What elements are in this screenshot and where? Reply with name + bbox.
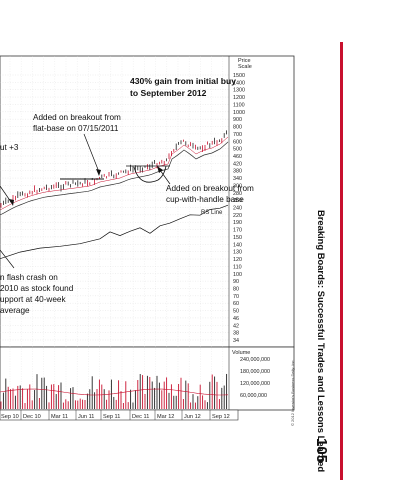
cup-arrow: [159, 169, 171, 185]
price-tick-label: 300: [233, 183, 242, 189]
x-tick-label: Sep 10: [1, 414, 19, 420]
price-tick-label: 800: [233, 125, 242, 131]
price-tick-label: 280: [233, 191, 242, 197]
copyright-notice: © 2012 Investor's Business Daily, Inc.: [290, 359, 295, 426]
moving-average-line-2: [0, 136, 229, 211]
left-arrowhead: [9, 199, 14, 206]
price-tick-label: 1100: [233, 102, 245, 108]
crash-annotation-3: upport at 40-week: [0, 295, 66, 304]
x-tick-label: Dec 11: [132, 414, 149, 420]
flat-base-annotation-2: flat-base on 07/15/2011: [33, 124, 119, 133]
price-tick-label: 50: [233, 309, 239, 315]
price-scale-title-2: Scale: [238, 64, 252, 70]
price-tick-label: 380: [233, 169, 242, 175]
price-tick-label: 900: [233, 117, 242, 123]
price-tick-label: 260: [233, 198, 242, 204]
price-tick-label: 80: [233, 286, 239, 292]
price-tick-label: 700: [233, 132, 242, 138]
price-tick-label: 130: [233, 250, 242, 256]
price-tick-label: 460: [233, 154, 242, 160]
crash-annotation: n flash crash on: [0, 273, 58, 282]
price-tick-label: 500: [233, 147, 242, 153]
left-arrow: [0, 185, 12, 203]
volume-bars: [0, 373, 228, 409]
price-tick-label: 38: [233, 331, 239, 337]
price-tick-label: 42: [233, 323, 239, 329]
volume-title: Volume: [232, 350, 250, 356]
gain-annotation-2: to September 2012: [130, 88, 207, 98]
price-tick-label: 1500: [233, 73, 245, 79]
price-tick-label: 170: [233, 228, 242, 234]
price-tick-label: 110: [233, 264, 242, 270]
price-tick-label: 240: [233, 206, 242, 212]
volume-average-line: [0, 388, 229, 396]
flat-base-arrow: [83, 133, 100, 173]
crash-arrow: [0, 249, 15, 269]
volume-tick-label: 180,000,000: [240, 369, 270, 375]
rs-line: [0, 204, 229, 260]
price-tick-label: 1400: [233, 80, 245, 86]
price-tick-label: 120: [233, 257, 242, 263]
price-tick-label: 220: [233, 213, 242, 219]
grid-lines: [0, 56, 229, 420]
x-tick-label: Mar 11: [51, 414, 68, 420]
price-tick-label: 100: [233, 272, 242, 278]
x-tick-label: Mar 12: [157, 414, 174, 420]
volume-tick-label: 240,000,000: [240, 357, 270, 363]
price-tick-label: 1300: [233, 88, 245, 94]
page-number: 105: [313, 438, 330, 464]
cup-handle-annotation: Added on breakout from: [166, 184, 254, 193]
partial-annotation: ut +3: [0, 143, 19, 152]
price-tick-label: 340: [233, 176, 242, 182]
x-tick-label: Sep 11: [103, 414, 120, 420]
x-tick-label: Sep 12: [212, 414, 230, 420]
price-tick-label: 60: [233, 301, 239, 307]
running-head: Breaking Boards: Successful Trades and L…: [316, 210, 327, 473]
flat-base-arrowhead: [96, 169, 101, 176]
x-axis-labels: Sep 10 Dec 10 Mar 11 Jun 11 Sep 11 Dec 11 Mar …: [1, 414, 230, 420]
price-axis-ticks: 1500140013001200110010009008007006005004…: [233, 73, 245, 344]
volume-tick-label: 120,000,000: [240, 381, 270, 387]
price-tick-label: 190: [233, 220, 242, 226]
red-margin-rule: [340, 42, 343, 480]
cup-outline: [133, 165, 167, 183]
x-tick-label: Jun 12: [184, 414, 201, 420]
price-panel-frame: [0, 55, 295, 348]
price-tick-label: 420: [233, 161, 242, 167]
price-tick-label: 90: [233, 279, 239, 285]
cup-arrowhead: [157, 166, 163, 173]
price-tick-label: 1000: [233, 110, 245, 116]
crash-annotation-4: average: [0, 306, 30, 315]
volume-axis-ticks: 240,000,000 180,000,000 120,000,000 60,000,…: [240, 357, 270, 399]
x-tick-label: Jun 11: [78, 414, 94, 420]
price-tick-label: 150: [233, 235, 242, 241]
crash-annotation-2: 2010 as stock found: [0, 284, 74, 293]
price-tick-label: 600: [233, 139, 242, 145]
moving-average-line: [0, 141, 229, 216]
cup-handle-annotation-2: cup-with-handle base: [166, 195, 244, 204]
gain-annotation: 430% gain from initial buy: [130, 76, 236, 86]
rs-line-label: RS Line: [201, 210, 223, 216]
price-tick-label: 140: [233, 242, 242, 248]
price-tick-label: 46: [233, 316, 239, 322]
price-tick-label: 34: [233, 338, 239, 344]
flat-base-annotation: Added on breakout from: [33, 113, 121, 122]
volume-tick-label: 60,000,000: [240, 393, 267, 399]
price-scale-title: Price: [238, 58, 251, 64]
x-tick-label: Dec 10: [23, 414, 41, 420]
x-axis-band: [0, 409, 239, 421]
price-tick-label: 1200: [233, 95, 245, 101]
price-tick-label: 70: [233, 294, 239, 300]
